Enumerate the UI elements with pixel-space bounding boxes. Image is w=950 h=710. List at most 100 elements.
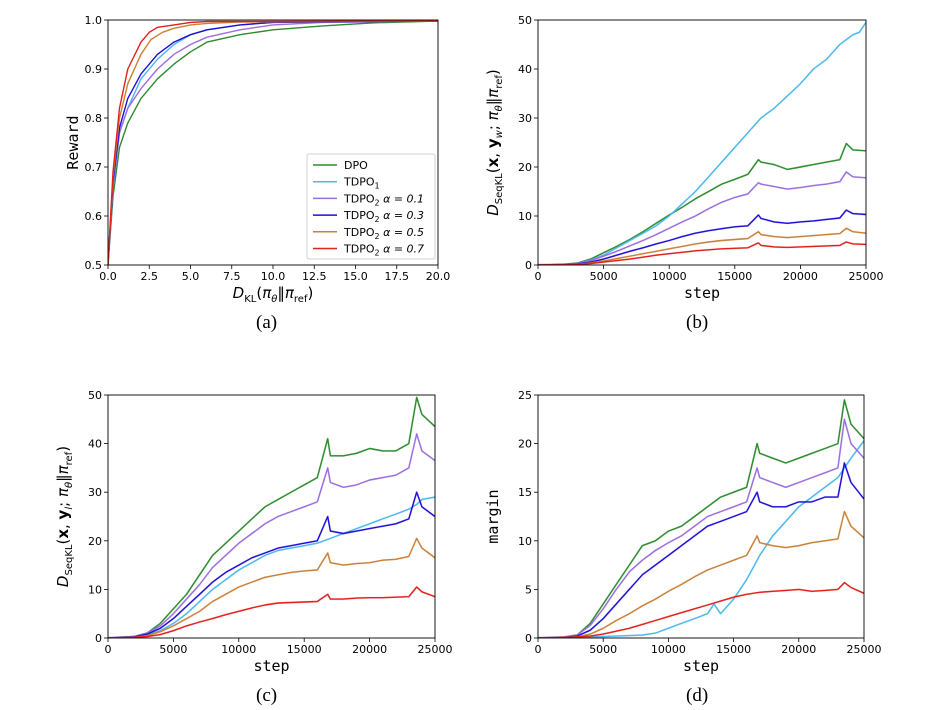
series-trace-TDPO2_0.3 bbox=[108, 491, 435, 638]
series-group-a bbox=[108, 20, 438, 265]
x-tick-label: 15.0 bbox=[343, 270, 368, 283]
y-tick-label: 0 bbox=[525, 259, 532, 272]
y-tick-label: 10 bbox=[88, 583, 102, 596]
series-group-d bbox=[538, 398, 864, 638]
series-group-b bbox=[538, 21, 866, 265]
chart-b: 0 5000 10000 15000 20000 25000 0 10 20 30 40 50 step… bbox=[484, 14, 884, 302]
y-tick-label: 0 bbox=[95, 632, 102, 645]
x-axis-label: step bbox=[684, 284, 720, 302]
axes-frame bbox=[537, 394, 865, 639]
y-tick-label: 10 bbox=[518, 210, 532, 223]
series-trace-TDPO2_0.3 bbox=[538, 209, 866, 265]
series-line-DPO bbox=[108, 20, 438, 265]
x-tick-label: 2.5 bbox=[141, 270, 159, 283]
x-tick-label: 12.5 bbox=[302, 270, 327, 283]
series-line-TDPO1 bbox=[538, 22, 866, 265]
series-line-DPO bbox=[538, 399, 864, 638]
x-axis-label: step bbox=[253, 657, 289, 675]
y-tick-label: 15 bbox=[518, 486, 532, 499]
series-trace-DPO bbox=[538, 398, 864, 638]
y-axis-label: DSeqKL(x, yw; πθ‖πref) bbox=[484, 69, 505, 216]
x-tick-label: 15000 bbox=[287, 643, 322, 656]
y-tick-label: 20 bbox=[518, 161, 532, 174]
series-line-TDPO2_0.3 bbox=[108, 20, 438, 265]
series-trace-TDPO1 bbox=[538, 21, 866, 265]
x-tick-label: 15000 bbox=[717, 270, 752, 283]
y-tick-label: 10 bbox=[518, 535, 532, 548]
chart-c: 0 5000 10000 15000 20000 25000 0 10 20 30 40 50 step… bbox=[54, 389, 453, 675]
series-line-TDPO2_0.5 bbox=[538, 227, 866, 265]
series-line-TDPO1 bbox=[538, 440, 864, 638]
series-line-DPO bbox=[538, 142, 866, 265]
series-line-TDPO2_0.1 bbox=[108, 433, 435, 638]
legend-label-TDPO2_0.3: TDPO2 α = 0.3 bbox=[343, 209, 424, 224]
series-group-c bbox=[108, 396, 435, 638]
x-tick-label: 5000 bbox=[590, 270, 618, 283]
x-tick-label: 25000 bbox=[418, 643, 453, 656]
x-tick-label: 10000 bbox=[652, 270, 687, 283]
y-tick-label: 0.5 bbox=[85, 259, 103, 272]
series-line-TDPO2_0.3 bbox=[108, 491, 435, 638]
x-tick-label: 0.0 bbox=[99, 270, 117, 283]
x-tick-label: 25000 bbox=[849, 270, 884, 283]
legend-label-DPO: DPO bbox=[344, 159, 368, 172]
y-tick-label: 30 bbox=[518, 112, 532, 125]
panel-label-b: (b) bbox=[686, 312, 709, 333]
panel-label-a: (a) bbox=[256, 312, 278, 333]
x-tick-label: 10.0 bbox=[261, 270, 286, 283]
y-tick-label: 1.0 bbox=[85, 14, 103, 27]
panel-label-d: (d) bbox=[686, 685, 709, 706]
x-axis-label: step bbox=[683, 657, 719, 675]
x-tick-label: 5000 bbox=[159, 643, 187, 656]
series-trace-TDPO2_0.3 bbox=[538, 461, 864, 638]
series-line-TDPO1 bbox=[108, 496, 435, 638]
series-line-TDPO2_0.3 bbox=[538, 209, 866, 265]
legend-label-TDPO2_0.7: TDPO2 α = 0.7 bbox=[343, 243, 424, 258]
y-axis-label: Reward bbox=[64, 115, 82, 169]
x-tick-label: 10000 bbox=[651, 643, 686, 656]
series-line-TDPO2_0.1 bbox=[538, 171, 866, 265]
series-line-TDPO2_0.3 bbox=[538, 462, 864, 638]
x-tick-label: 20000 bbox=[781, 643, 816, 656]
x-tick-label: 25000 bbox=[847, 643, 882, 656]
series-line-TDPO2_0.1 bbox=[538, 418, 864, 638]
series-line-TDPO2_0.5 bbox=[538, 510, 864, 638]
y-tick-label: 5 bbox=[525, 583, 532, 596]
legend-label-TDPO2_0.1: TDPO2 α = 0.1 bbox=[343, 192, 424, 207]
y-tick-label: 40 bbox=[518, 63, 532, 76]
y-tick-label: 20 bbox=[88, 535, 102, 548]
x-tick-label: 20000 bbox=[783, 270, 818, 283]
x-axis-label: DKL(πθ‖πref) bbox=[233, 284, 314, 305]
series-line-TDPO2_0.5 bbox=[108, 20, 438, 265]
panel-label-c: (c) bbox=[256, 685, 278, 706]
x-tick-label: 17.5 bbox=[385, 270, 410, 283]
axes-frame bbox=[537, 19, 867, 266]
y-tick-label: 40 bbox=[88, 438, 102, 451]
chart-d: 0 5000 10000 15000 20000 25000 0 5 10 15 20 25 step m… bbox=[484, 389, 882, 675]
series-line-TDPO2_0.7 bbox=[108, 20, 438, 265]
legend-label-TDPO2_0.5: TDPO2 α = 0.5 bbox=[343, 226, 424, 241]
series-line-DPO bbox=[108, 396, 435, 638]
series-line-TDPO2_0.7 bbox=[538, 581, 864, 638]
y-tick-label: 0.9 bbox=[85, 63, 103, 76]
y-tick-label: 50 bbox=[518, 14, 532, 27]
y-tick-label: 20 bbox=[518, 438, 532, 451]
y-tick-label: 30 bbox=[88, 486, 102, 499]
x-tick-label: 10000 bbox=[221, 643, 256, 656]
x-tick-label: 0 bbox=[105, 643, 112, 656]
x-tick-label: 20000 bbox=[352, 643, 387, 656]
x-tick-label: 0 bbox=[535, 270, 542, 283]
series-line-TDPO2_0.7 bbox=[108, 586, 435, 638]
chart-a: 0.0 2.5 5.0 7.5 10.0 12.5 15.0 17.5 20.0 0.5 0.6 0.… bbox=[64, 14, 450, 305]
x-tick-label: 0 bbox=[535, 643, 542, 656]
y-axis-label: margin bbox=[484, 489, 502, 543]
y-tick-label: 50 bbox=[88, 389, 102, 402]
x-tick-label: 5.0 bbox=[182, 270, 200, 283]
series-line-TDPO2_0.5 bbox=[108, 537, 435, 638]
legend-box bbox=[306, 153, 436, 260]
y-axis-label: DSeqKL(x, yl; πθ‖πref) bbox=[54, 446, 75, 587]
y-tick-label: 25 bbox=[518, 389, 532, 402]
series-line-TDPO2_0.7 bbox=[538, 241, 866, 265]
